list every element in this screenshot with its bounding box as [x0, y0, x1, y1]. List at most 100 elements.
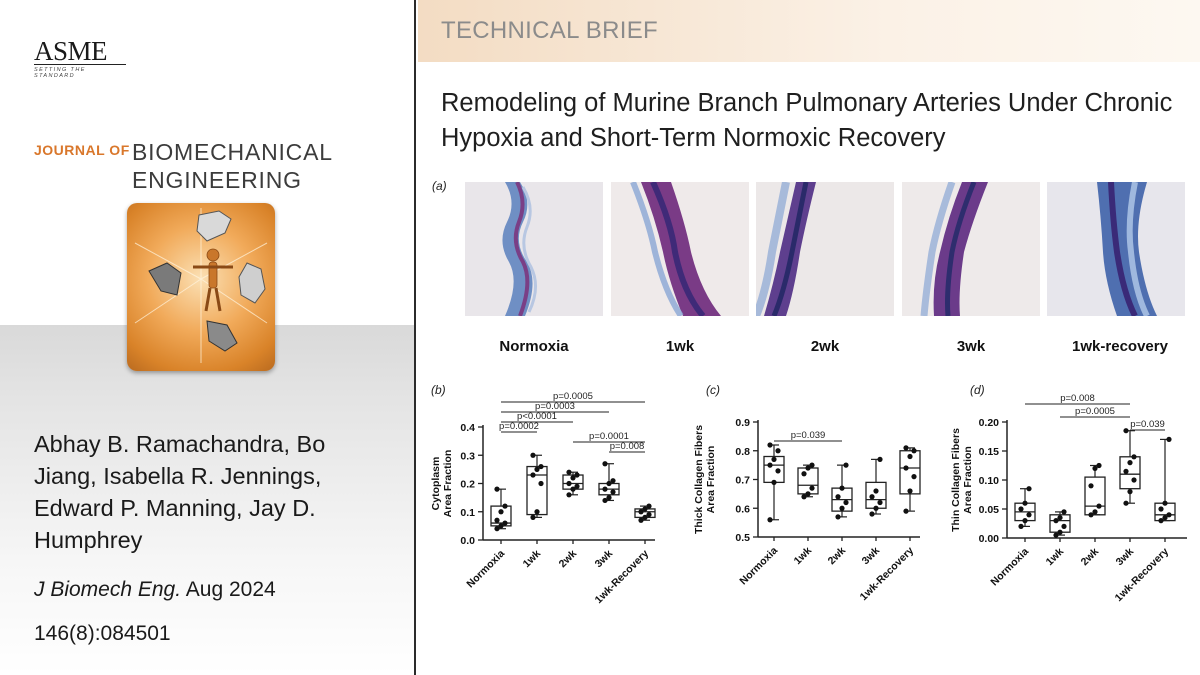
- data-point: [835, 514, 841, 520]
- data-point: [642, 506, 648, 512]
- y-axis-label: Thick Collagen Fibers: [693, 425, 705, 534]
- x-tick-label: 3wk: [593, 548, 616, 571]
- chart-thick-collagen: (c) 0.5 0.6 0.7 0.8 0.9 Thick Collagen Fibers A…: [693, 383, 921, 603]
- data-point: [771, 479, 777, 485]
- asme-logo: ASME SETTING THE STANDARD: [34, 36, 126, 79]
- data-point: [1018, 523, 1024, 529]
- data-point: [1096, 503, 1102, 509]
- data-point: [767, 442, 773, 448]
- data-point: [873, 488, 879, 494]
- y-axis-label: Cytoplasm: [430, 457, 442, 511]
- data-point: [767, 462, 773, 468]
- data-point: [566, 480, 572, 487]
- box: [526, 465, 548, 516]
- data-point: [1131, 477, 1137, 483]
- p-value-label: p=0.0002: [499, 421, 539, 432]
- data-point: [566, 492, 572, 498]
- data-point: [498, 509, 504, 515]
- x-tick-label: 2wk: [1079, 546, 1102, 569]
- micrograph-normoxia: [465, 182, 603, 316]
- data-point: [502, 520, 508, 526]
- data-point: [1158, 518, 1164, 524]
- y-axis-label: Area Fraction: [962, 446, 974, 514]
- data-point: [775, 468, 781, 474]
- section-banner: [418, 0, 1200, 62]
- p-value-label: p=0.008: [1060, 393, 1095, 404]
- data-point: [1088, 483, 1094, 489]
- x-tick-label: 1wk: [1044, 546, 1067, 569]
- data-point: [646, 511, 652, 518]
- data-point: [1158, 506, 1164, 512]
- data-point: [801, 471, 807, 477]
- p-value-label: p=0.0005: [1075, 406, 1115, 417]
- data-point: [873, 505, 879, 511]
- data-point: [574, 483, 580, 489]
- y-tick-label: 0.10: [979, 475, 1000, 487]
- micrograph-2wk-art: [756, 182, 816, 316]
- data-point: [530, 514, 536, 520]
- data-point: [835, 494, 841, 500]
- medical-device-icons: [148, 210, 266, 352]
- micrograph-1wk-recovery: [1047, 182, 1185, 316]
- y-tick-label: 0.6: [735, 503, 750, 515]
- data-point: [638, 517, 644, 523]
- data-point: [538, 480, 544, 487]
- journal-abbrev: J Biomech Eng.: [34, 578, 182, 601]
- panel-a-label: (a): [432, 179, 447, 193]
- data-point: [494, 486, 500, 492]
- p-value-label: p=0.039: [1130, 419, 1165, 430]
- box: [899, 450, 921, 495]
- y-axis-label: Thin Collagen Fibers: [950, 428, 962, 532]
- panel-label: (d): [970, 383, 985, 397]
- data-point: [843, 499, 849, 506]
- data-point: [610, 489, 616, 495]
- x-tick-label: Normoxia: [737, 545, 780, 588]
- data-point: [903, 508, 909, 514]
- data-point: [775, 448, 781, 454]
- micrograph-3wk: [902, 182, 1040, 316]
- micrograph-label-3wk: 3wk: [956, 338, 986, 355]
- volume-issue: 146(8):084501: [34, 622, 171, 645]
- data-point: [869, 494, 875, 500]
- data-point: [1096, 462, 1102, 469]
- box: [797, 467, 819, 495]
- data-point: [534, 509, 540, 515]
- cover-illustration: [134, 208, 268, 363]
- panel-label: (c): [706, 383, 720, 397]
- data-point: [1166, 436, 1172, 442]
- data-point: [839, 505, 845, 511]
- data-point: [1131, 454, 1137, 460]
- y-tick-label: 0.0: [460, 535, 475, 547]
- y-tick-label: 0.05: [979, 504, 1000, 516]
- data-point: [869, 511, 875, 517]
- y-tick-label: 0.8: [735, 446, 750, 458]
- data-point: [907, 453, 913, 460]
- box: [1084, 476, 1106, 516]
- data-point: [534, 466, 540, 472]
- y-tick-label: 0.9: [735, 417, 750, 429]
- panel-label: (b): [431, 383, 446, 397]
- data-point: [1053, 532, 1059, 538]
- micrograph-1wk-art: [630, 182, 721, 316]
- data-point: [801, 494, 807, 500]
- data-point: [570, 475, 576, 481]
- micrograph-3wk-art: [920, 182, 988, 316]
- chart-cytoplasm: (b) 0.0 0.1 0.2 0.3 0.4 Cytoplasm Area Fraction…: [430, 383, 656, 606]
- data-point: [566, 469, 572, 475]
- data-point: [1018, 506, 1024, 512]
- data-point: [1022, 500, 1028, 506]
- data-point: [877, 456, 883, 462]
- data-point: [1123, 468, 1129, 474]
- data-point: [606, 480, 612, 487]
- data-point: [538, 463, 544, 470]
- data-point: [606, 495, 612, 501]
- data-point: [1022, 518, 1028, 524]
- journal-prefix: JOURNAL OF: [34, 142, 130, 158]
- data-point: [809, 462, 815, 468]
- data-point: [602, 461, 608, 467]
- asme-logo-text: ASME: [34, 36, 108, 66]
- journal-title-line2: ENGINEERING: [132, 167, 302, 193]
- data-point: [646, 503, 652, 509]
- section-label: TECHNICAL BRIEF: [441, 17, 658, 44]
- sidebar-divider: [414, 0, 416, 675]
